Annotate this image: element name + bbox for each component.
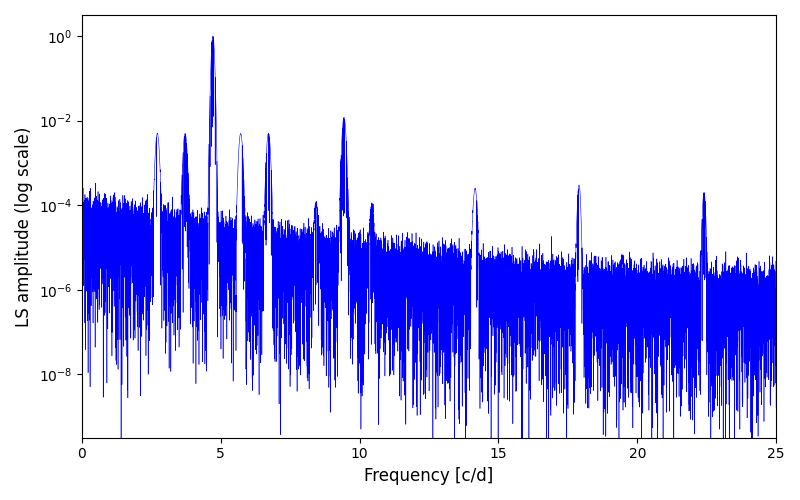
X-axis label: Frequency [c/d]: Frequency [c/d] (364, 467, 494, 485)
Y-axis label: LS amplitude (log scale): LS amplitude (log scale) (15, 126, 33, 326)
